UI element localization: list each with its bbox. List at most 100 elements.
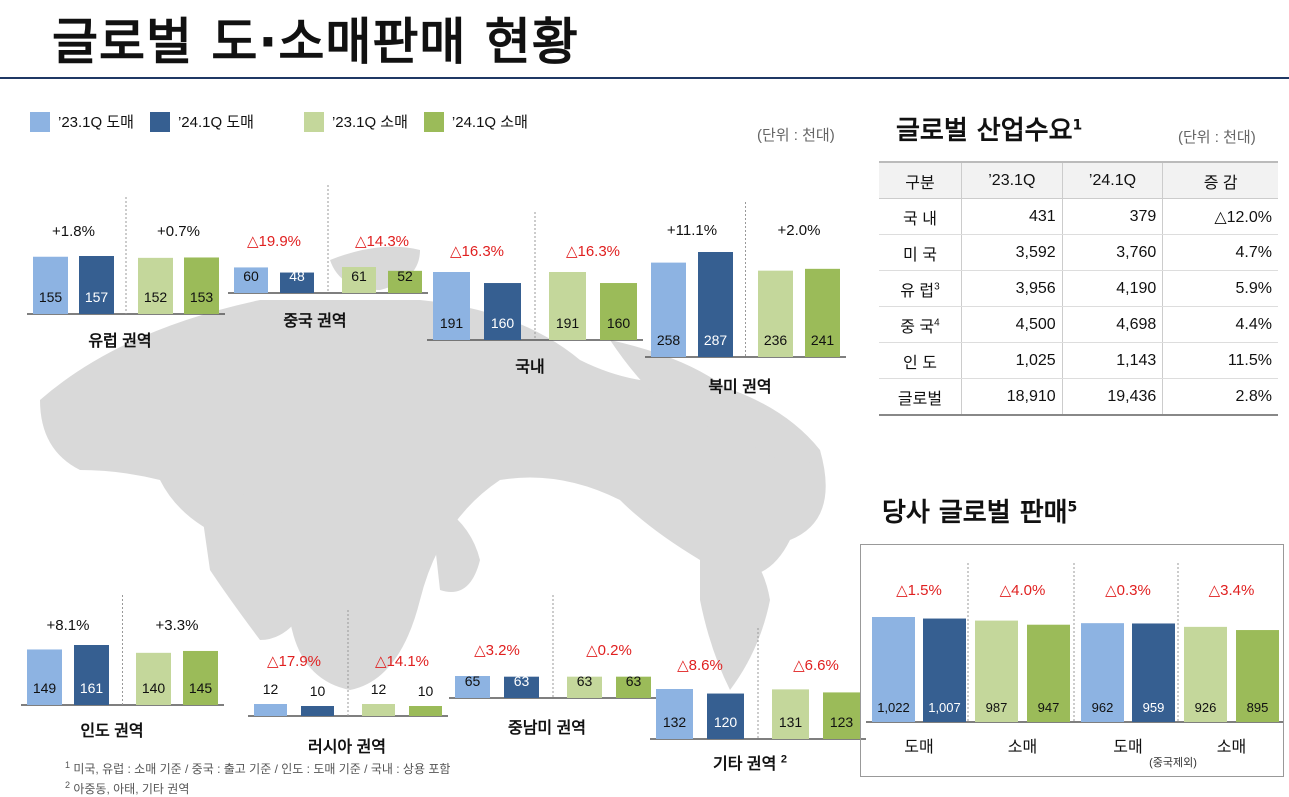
bar bbox=[656, 689, 693, 739]
own-group-label: 도매 bbox=[904, 738, 933, 756]
bar bbox=[455, 676, 490, 698]
own-change-label: △4.0% bbox=[1000, 582, 1046, 599]
chart-legend: ’23.1Q 도매 ’24.1Q 도매 ’23.1Q 소매 ’24.1Q 소매 bbox=[30, 111, 544, 132]
row-name: 인 도 bbox=[879, 342, 962, 379]
bar bbox=[184, 257, 219, 314]
row-name-text: 중 국 bbox=[900, 318, 935, 336]
change-label: △3.2% bbox=[474, 642, 520, 659]
legend-swatch bbox=[30, 111, 50, 132]
own-bar bbox=[923, 618, 966, 722]
own-sales-title-text: 당사 글로벌 판매 bbox=[882, 498, 1068, 528]
bar-value-label: 140 bbox=[142, 680, 166, 696]
bar bbox=[772, 689, 809, 739]
bar-value-label: 10 bbox=[418, 683, 434, 699]
bar-value-label: 160 bbox=[491, 315, 515, 331]
bar-value-label: 145 bbox=[189, 680, 213, 696]
region-label-europe: 유럽 권역 bbox=[88, 333, 152, 350]
region-label-others: 기타 권역 2 bbox=[690, 750, 810, 774]
change-label: +1.8% bbox=[52, 223, 95, 240]
change-label: +2.0% bbox=[778, 222, 821, 239]
footnote-text: 아중동, 아태, 기타 권역 bbox=[70, 782, 190, 796]
table-row: 중 국4 4,500 4,698 4.4% bbox=[879, 306, 1278, 343]
legend-swatch bbox=[149, 111, 170, 132]
bar-value-label: 160 bbox=[607, 315, 631, 331]
cell-23: 3,956 bbox=[961, 270, 1063, 307]
legend-label: ’24.1Q 소매 bbox=[451, 114, 528, 131]
bar-value-label: 60 bbox=[243, 268, 259, 284]
own-group-label: 도매 bbox=[1113, 738, 1142, 756]
bar-value-label: 153 bbox=[190, 289, 214, 305]
table-row: 유 럽3 3,956 4,190 5.9% bbox=[879, 270, 1278, 307]
own-sales-title: 당사 글로벌 판매5 bbox=[882, 492, 1077, 529]
table-row: 국 내 431 379 △12.0% bbox=[879, 198, 1278, 235]
own-change-label: △1.5% bbox=[896, 582, 942, 599]
change-label: △0.2% bbox=[586, 642, 632, 659]
cell-change: 2.8% bbox=[1162, 378, 1278, 416]
bar-value-label: 149 bbox=[33, 680, 57, 696]
own-bar-value-label: 895 bbox=[1247, 700, 1269, 715]
region-label-russia: 러시아 권역 bbox=[307, 739, 387, 756]
legend-item-24-wholesale: ’24.1Q 도매 bbox=[149, 111, 254, 132]
own-sales-chart-box bbox=[860, 544, 1284, 777]
bar bbox=[707, 693, 744, 739]
table-header-cell: 증 감 bbox=[1162, 161, 1278, 199]
legend-swatch bbox=[303, 111, 324, 132]
change-label: +0.7% bbox=[157, 223, 200, 240]
region-label-others-text: 기타 권역 bbox=[713, 756, 777, 773]
bar-value-label: 258 bbox=[657, 332, 681, 348]
bar bbox=[504, 676, 539, 698]
map-unit-label: (단위 : 천대) bbox=[757, 127, 835, 144]
own-bar bbox=[1184, 626, 1227, 722]
bar bbox=[651, 262, 686, 357]
bar bbox=[27, 649, 62, 705]
cell-23: 431 bbox=[961, 198, 1063, 235]
own-bar-value-label: 926 bbox=[1195, 700, 1217, 715]
own-bar bbox=[975, 620, 1018, 722]
cell-change: 4.4% bbox=[1162, 306, 1278, 343]
bar bbox=[280, 272, 314, 293]
region-label-domestic: 국내 bbox=[515, 359, 545, 376]
bar bbox=[567, 676, 602, 698]
table-header-row: 구분 ’23.1Q ’24.1Q 증 감 bbox=[879, 161, 1278, 199]
title-divider bbox=[0, 77, 1289, 79]
own-bar-value-label: 947 bbox=[1038, 700, 1060, 715]
legend-label: ’23.1Q 도매 bbox=[58, 114, 134, 131]
bar-value-label: 61 bbox=[351, 268, 367, 284]
bar-value-label: 157 bbox=[85, 289, 109, 305]
bar-value-label: 152 bbox=[144, 289, 168, 305]
region-label-latin-america: 중남미 권역 bbox=[507, 720, 587, 737]
change-label: △16.3% bbox=[566, 243, 620, 260]
region-label-others-sup: 2 bbox=[780, 753, 787, 766]
bar bbox=[549, 272, 586, 340]
own-bar bbox=[1027, 624, 1070, 722]
legend-item-23-wholesale: ’23.1Q 도매 bbox=[30, 111, 134, 132]
bar-value-label: 131 bbox=[779, 714, 803, 730]
row-name: 글로벌 bbox=[879, 378, 962, 416]
bar bbox=[433, 272, 470, 340]
bar-value-label: 123 bbox=[830, 714, 854, 730]
table-header-cell: ’24.1Q bbox=[1061, 161, 1163, 199]
legend-label: ’24.1Q 도매 bbox=[177, 114, 254, 131]
cell-24: 379 bbox=[1061, 198, 1163, 235]
bar bbox=[484, 283, 521, 340]
bar-value-label: 161 bbox=[80, 680, 104, 696]
change-label: △17.9% bbox=[267, 653, 321, 670]
bar bbox=[136, 652, 171, 705]
cell-24: 4,190 bbox=[1061, 270, 1163, 307]
cell-24: 19,436 bbox=[1061, 378, 1163, 416]
row-name-text: 미 국 bbox=[903, 246, 937, 264]
bar bbox=[805, 268, 840, 357]
legend-item-24-retail: ’24.1Q 소매 bbox=[423, 111, 528, 132]
bar-value-label: 63 bbox=[514, 673, 530, 689]
table-row: 인 도 1,025 1,143 11.5% bbox=[879, 342, 1278, 379]
industry-demand-table: 구분 ’23.1Q ’24.1Q 증 감 국 내 431 379 △12.0% … bbox=[879, 161, 1278, 416]
own-bar-value-label: 962 bbox=[1092, 700, 1114, 715]
own-bar-value-label: 987 bbox=[986, 700, 1008, 715]
industry-demand-title: 글로벌 산업수요1 bbox=[896, 110, 1082, 147]
bar bbox=[600, 283, 637, 340]
table-total-row: 글로벌 18,910 19,436 2.8% bbox=[879, 378, 1278, 416]
bar-value-label: 12 bbox=[263, 681, 279, 697]
table-header-cell: 구분 bbox=[879, 161, 962, 199]
own-bar-value-label: 1,022 bbox=[877, 700, 910, 715]
